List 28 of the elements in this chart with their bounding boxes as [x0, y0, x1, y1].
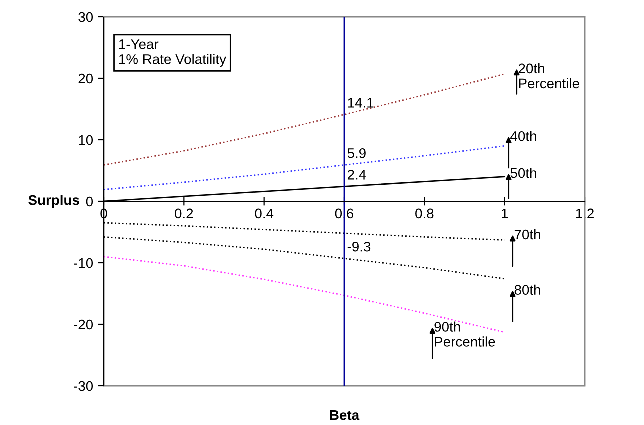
data-label: -9.3 [348, 242, 371, 252]
y-axis-title: Surplus [28, 195, 80, 208]
x-tick-label: 1.2 [576, 208, 594, 219]
annotation: 50th [510, 168, 536, 178]
y-tick-label: 10 [79, 135, 94, 146]
annotation: 70th [514, 229, 540, 240]
data-label: 2.4 [348, 170, 366, 180]
y-tick-label: -20 [74, 320, 94, 330]
annotation: 20th Percentile [518, 63, 580, 89]
data-label: 5.9 [348, 148, 366, 158]
line-series [104, 145, 506, 191]
annotation: 80th [514, 284, 540, 296]
x-tick-label: 0.4 [255, 208, 274, 219]
x-tick-label: 0.2 [175, 208, 194, 219]
x-tick-label: 0.8 [416, 208, 434, 219]
annotation: 40th [510, 131, 536, 142]
y-tick-label: 0 [86, 196, 94, 207]
x-axis-title: Beta [330, 410, 360, 420]
line-series [104, 256, 506, 334]
y-tick-label: -10 [74, 258, 94, 268]
y-tick-label: 20 [78, 74, 94, 84]
y-tick-label: 30 [78, 12, 94, 22]
x-tick-label: 1 [502, 208, 508, 219]
annotation: 90th Percentile [434, 322, 496, 347]
data-label: 14.1 [348, 98, 374, 108]
line-series [104, 74, 506, 166]
annotation: 1-Year 1% Rate Volatility [119, 40, 226, 68]
y-tick-label: -30 [74, 381, 94, 392]
